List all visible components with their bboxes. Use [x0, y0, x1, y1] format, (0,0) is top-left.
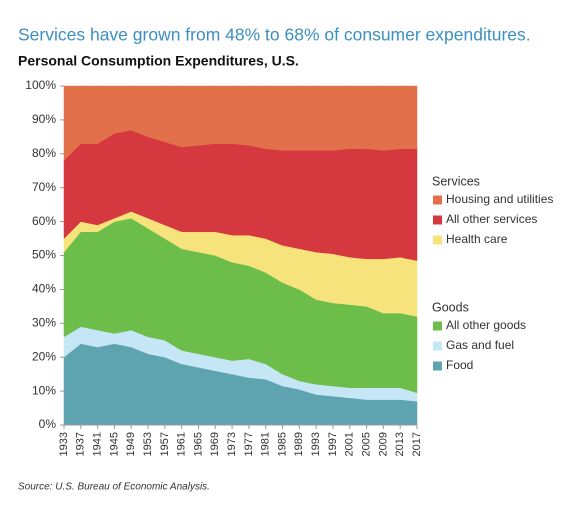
x-tick-label: 1937 [75, 432, 87, 456]
x-tick-label: 1973 [226, 432, 238, 456]
legend-group-title: Goods [432, 300, 469, 314]
x-tick-label: 1997 [327, 432, 339, 456]
x-tick-label: 1949 [125, 432, 137, 456]
chart-title: Services have grown from 48% to 68% of c… [18, 25, 531, 45]
legend-swatch [433, 235, 442, 245]
y-tick-label: 10% [32, 383, 56, 397]
x-tick-label: 1957 [159, 432, 171, 456]
y-tick-label: 40% [32, 282, 56, 296]
legend-swatch [433, 341, 442, 351]
y-tick-label: 20% [32, 349, 56, 363]
legend-label: All other services [446, 212, 537, 226]
y-tick-label: 0% [39, 417, 57, 431]
legend-swatch [433, 195, 442, 205]
x-tick-label: 1989 [293, 432, 305, 456]
x-tick-label: 2017 [411, 432, 423, 456]
source-note: Source: U.S. Bureau of Economic Analysis… [18, 482, 210, 493]
legend-swatch [433, 361, 442, 371]
legend-group-title: Services [432, 174, 480, 188]
x-tick-label: 1993 [310, 432, 322, 456]
x-tick-label: 1941 [92, 432, 104, 456]
legend-label: Food [446, 358, 473, 372]
x-tick-label: 1945 [108, 432, 120, 456]
x-tick-label: 1965 [192, 432, 204, 456]
chart-subtitle: Personal Consumption Expenditures, U.S. [18, 53, 299, 69]
y-tick-label: 30% [32, 315, 56, 329]
y-tick-label: 70% [32, 180, 56, 194]
x-tick-label: 1969 [209, 432, 221, 456]
x-tick-label: 1985 [276, 432, 288, 456]
legend-label: Housing and utilities [446, 192, 553, 206]
x-tick-label: 1933 [58, 432, 70, 456]
y-tick-label: 50% [32, 248, 56, 262]
legend-label: Health care [446, 232, 508, 246]
y-tick-label: 60% [32, 214, 56, 228]
area [63, 85, 418, 162]
x-tick-label: 1953 [142, 432, 154, 456]
x-tick-label: 1981 [260, 432, 272, 456]
x-tick-label: 2013 [394, 432, 406, 456]
x-tick-label: 1961 [176, 432, 188, 456]
x-tick-label: 2005 [360, 432, 372, 456]
legend-label: All other goods [446, 318, 526, 332]
x-tick-label: 2001 [344, 432, 356, 456]
y-tick-label: 100% [25, 78, 56, 92]
y-tick-label: 90% [32, 112, 56, 126]
x-tick-label: 2009 [377, 432, 389, 456]
legend-label: Gas and fuel [446, 338, 514, 352]
legend-swatch [433, 215, 442, 225]
legend-swatch [433, 321, 442, 331]
y-tick-label: 80% [32, 146, 56, 160]
x-tick-label: 1977 [243, 432, 255, 456]
